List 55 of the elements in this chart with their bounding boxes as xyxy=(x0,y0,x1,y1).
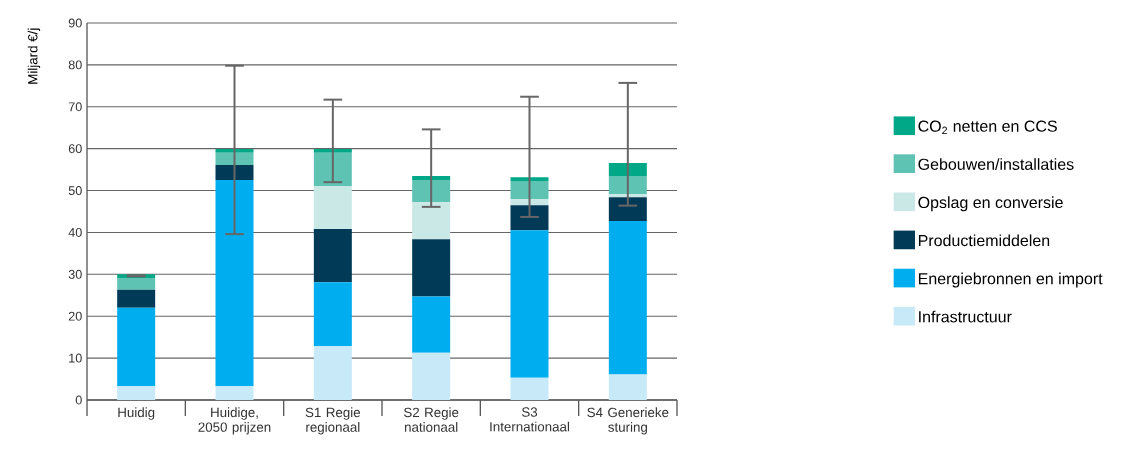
bar xyxy=(510,205,549,231)
legend-label: CO$_{2}$ netten en CCS xyxy=(918,120,1057,135)
bar xyxy=(313,185,352,230)
x-tick-label: Huidig xyxy=(118,407,155,420)
bar xyxy=(510,177,549,181)
bar xyxy=(215,164,254,181)
bar xyxy=(412,352,451,400)
bar xyxy=(608,175,647,194)
y-tick-label: 40 xyxy=(68,227,82,237)
legend-label: Opslag en conversie xyxy=(918,196,1063,212)
bar xyxy=(412,296,451,353)
x-tick-label: Huidige, 2050 prijzen xyxy=(198,407,271,435)
y-tick-label: 10 xyxy=(69,353,82,363)
bar xyxy=(215,180,254,387)
bar xyxy=(510,198,549,206)
bar xyxy=(313,345,352,400)
bar xyxy=(412,239,451,297)
y-tick-label: 80 xyxy=(68,60,82,70)
bar xyxy=(313,229,352,283)
y-tick-label: 20 xyxy=(68,311,82,321)
bar xyxy=(215,152,254,165)
bar xyxy=(313,149,352,153)
bar xyxy=(608,221,647,375)
legend-label: Infrastructuur xyxy=(919,310,1012,323)
bar xyxy=(313,152,352,186)
y-tick-label: 70 xyxy=(68,102,82,112)
bar xyxy=(412,175,451,181)
y-tick-label: 90 xyxy=(68,18,82,28)
bar xyxy=(412,202,451,240)
y-tick-label: 0 xyxy=(75,395,82,405)
bar xyxy=(215,386,254,400)
bar xyxy=(510,180,549,199)
bar xyxy=(117,307,156,387)
bar xyxy=(510,377,549,400)
legend-label: Gebouwen/installaties xyxy=(918,158,1074,170)
x-tick-label: S1 Regie regionaal xyxy=(305,407,361,435)
y-axis-title: Miljard €/j xyxy=(27,28,41,84)
x-tick-label: S4 Generieke sturing xyxy=(587,407,669,435)
bar xyxy=(608,162,647,176)
bar xyxy=(608,374,647,400)
bar xyxy=(608,197,647,222)
bar xyxy=(117,278,156,290)
legend-label: Energiebronnen en import xyxy=(918,272,1103,288)
y-tick-label: 30 xyxy=(68,269,82,279)
x-tick-label: S3 Internationaal xyxy=(490,407,569,432)
bar xyxy=(117,289,156,308)
bar xyxy=(117,386,156,400)
bar xyxy=(510,230,549,378)
bar xyxy=(215,149,254,153)
legend-label: Productiemiddelen xyxy=(918,234,1050,247)
x-tick-label: S2 Regie nationaal xyxy=(403,407,459,432)
bar xyxy=(313,282,352,346)
y-tick-label: 50 xyxy=(68,186,82,196)
y-tick-label: 60 xyxy=(68,144,82,154)
bar xyxy=(412,180,451,203)
